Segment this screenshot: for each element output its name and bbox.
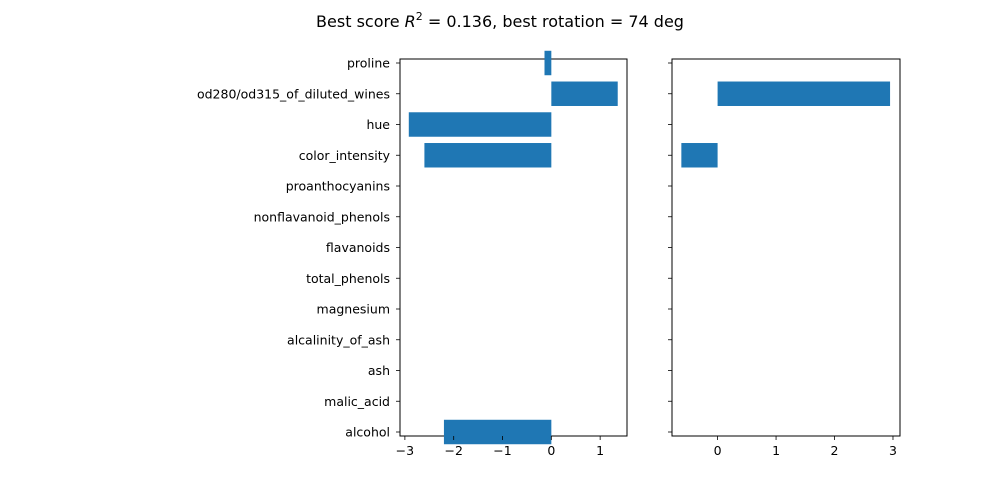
right-bar-chart: 0 1 2 3 xyxy=(668,58,901,458)
bar-alcohol xyxy=(443,419,552,445)
y-tick-label: alcalinity_of_ash xyxy=(287,332,390,347)
bar-hue xyxy=(408,112,552,137)
bar-color-intensity xyxy=(424,143,552,168)
axes-frame xyxy=(671,58,901,437)
figure-title: Best score R2 = 0.136, best rotation = 7… xyxy=(316,10,684,31)
bar-color-intensity xyxy=(681,143,718,168)
y-tick-label: nonflavanoid_phenols xyxy=(254,209,390,224)
y-tick-label: proline xyxy=(347,56,390,71)
bar-proline xyxy=(544,50,552,76)
y-tick-label: hue xyxy=(366,117,390,132)
y-tick-label: alcohol xyxy=(345,425,390,440)
y-tick-label: total_phenols xyxy=(306,271,390,286)
y-tick-label: color_intensity xyxy=(299,148,391,163)
y-tick-label: ash xyxy=(368,363,390,378)
x-tick-label: 3 xyxy=(889,443,897,458)
y-tick-label: flavanoids xyxy=(326,240,390,255)
x-tick-label: 2 xyxy=(831,443,839,458)
x-tick-label: 0 xyxy=(714,443,722,458)
y-tick-label: malic_acid xyxy=(324,394,390,409)
left-bar-chart: alcohol malic_acid ash alcalinity_of_ash mag… xyxy=(197,50,628,458)
x-tick-label: −3 xyxy=(396,443,414,458)
x-tick-label: 0 xyxy=(547,443,555,458)
bar-od280-od315-of-diluted-wines xyxy=(551,81,618,106)
x-tick-label: −1 xyxy=(493,443,511,458)
x-tick-label: 1 xyxy=(772,443,780,458)
y-tick-label: od280/od315_of_diluted_wines xyxy=(197,86,390,101)
y-tick-label: proanthocyanins xyxy=(286,179,390,194)
x-tick-label: −2 xyxy=(444,443,462,458)
bar-od280-od315-of-diluted-wines xyxy=(717,81,891,106)
y-tick-label: magnesium xyxy=(317,302,390,317)
x-tick-label: 1 xyxy=(596,443,604,458)
